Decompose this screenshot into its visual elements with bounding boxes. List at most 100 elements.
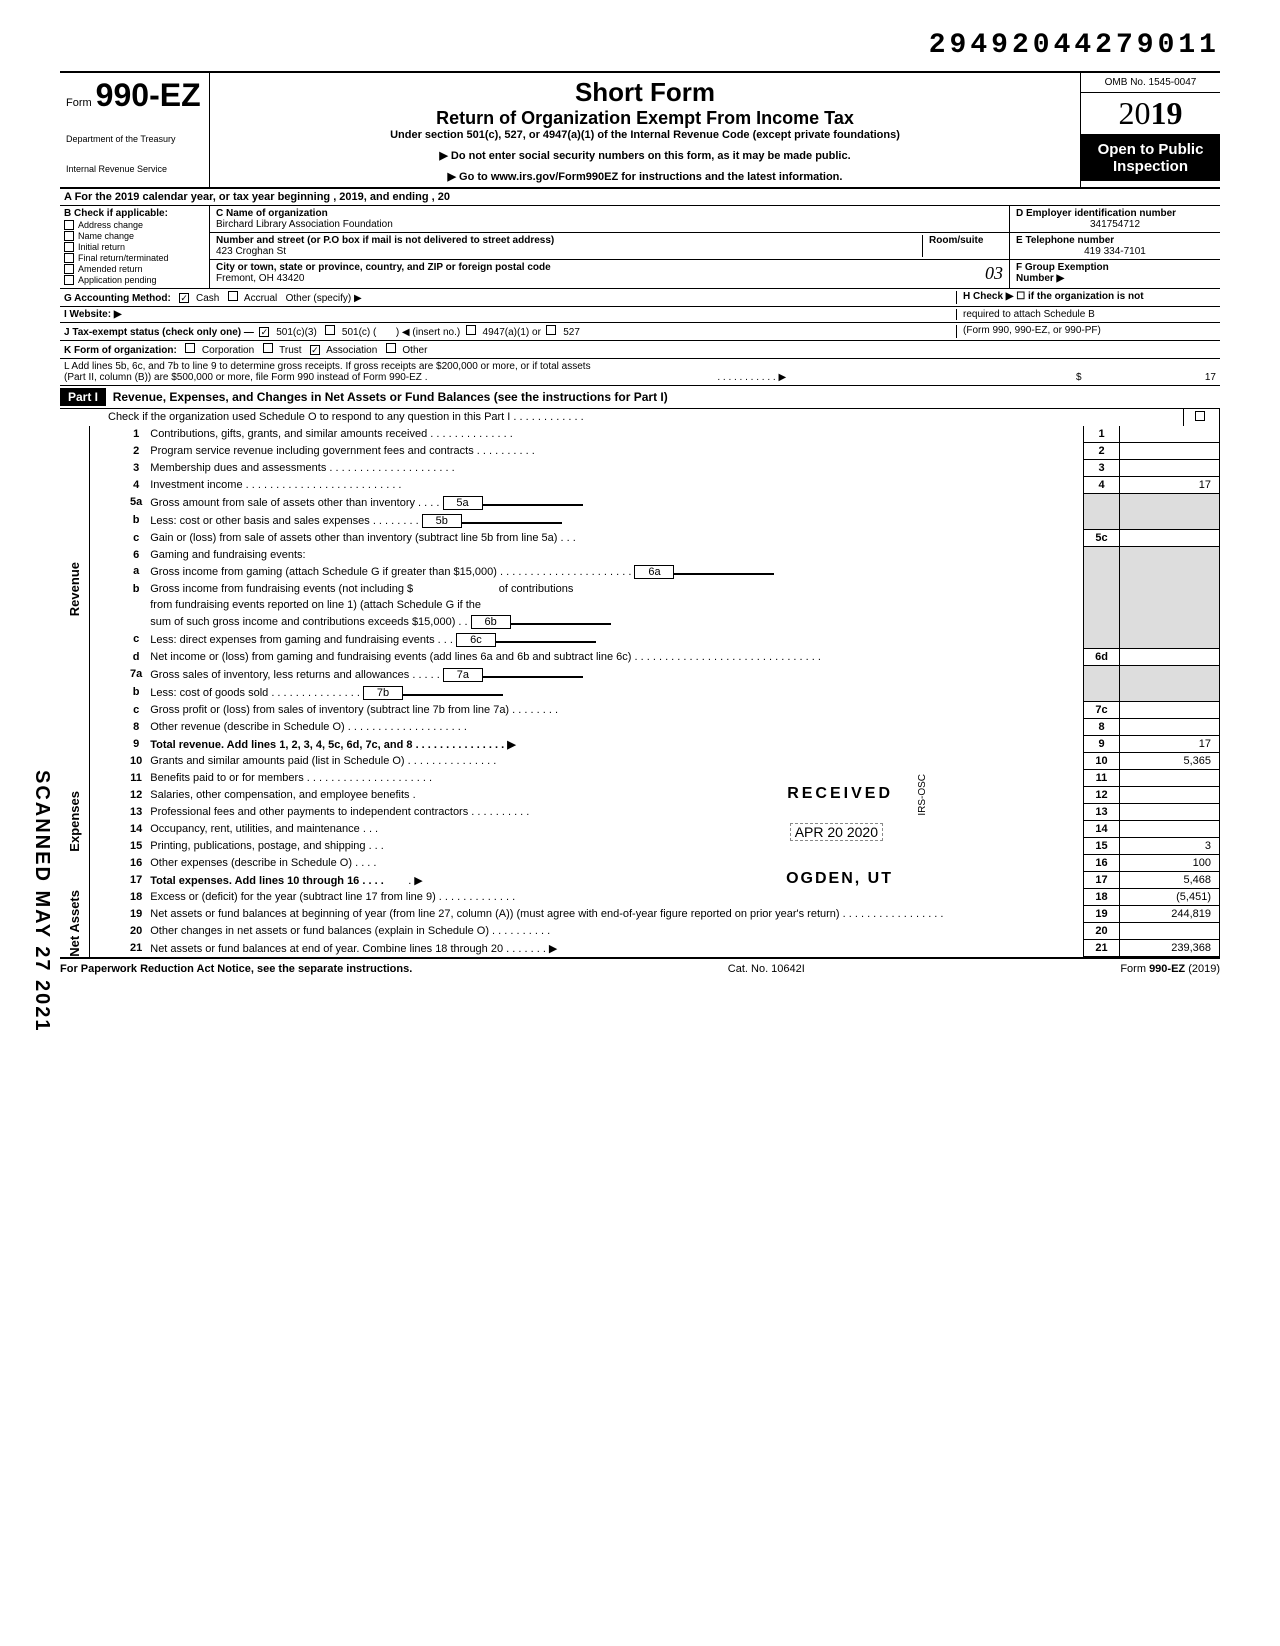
year-bold: 19: [1151, 95, 1183, 131]
top-doc-number: 29492044279011: [60, 30, 1220, 61]
line-10: 10Grants and similar amounts paid (list …: [90, 753, 1220, 770]
received-stamp: RECEIVED: [787, 785, 893, 803]
cb-527[interactable]: [546, 325, 556, 335]
part1-header-row: Part I Revenue, Expenses, and Changes in…: [60, 386, 1220, 409]
cb-initial[interactable]: Initial return: [64, 242, 205, 252]
line-2: 2Program service revenue including gover…: [90, 443, 1220, 460]
l-dollar: $: [1076, 372, 1096, 383]
omb-number: OMB No. 1545-0047: [1081, 73, 1220, 93]
form-number-big: 990-EZ: [96, 77, 201, 114]
line-7a: 7aGross sales of inventory, less returns…: [90, 666, 1220, 684]
expenses-label: Expenses: [60, 753, 90, 889]
city-value: Fremont, OH 43420: [216, 273, 985, 284]
cell-ein: D Employer identification number 3417547…: [1010, 206, 1220, 233]
expenses-table: 10Grants and similar amounts paid (list …: [90, 753, 1220, 889]
row-i: I Website: ▶ required to attach Schedule…: [60, 307, 1220, 323]
footer-center: Cat. No. 10642I: [728, 963, 805, 975]
cb-other[interactable]: [386, 343, 396, 353]
cb-4947[interactable]: [466, 325, 476, 335]
row-l: L Add lines 5b, 6c, and 7b to line 9 to …: [60, 359, 1220, 386]
cb-final[interactable]: Final return/terminated: [64, 253, 205, 263]
cb-cash[interactable]: ✓: [179, 293, 189, 303]
row-k: K Form of organization: Corporation Trus…: [60, 341, 1220, 359]
line-7b: bLess: cost of goods sold . . . . . . . …: [90, 684, 1220, 702]
cb-accrual[interactable]: [228, 291, 238, 301]
line-1: 1Contributions, gifts, grants, and simil…: [90, 426, 1220, 443]
line-18: 18Excess or (deficit) for the year (subt…: [90, 889, 1220, 906]
h-label: H Check ▶ ☐ if the organization is not: [963, 291, 1216, 302]
row-g: G Accounting Method: ✓ Cash Accrual Othe…: [60, 289, 1220, 307]
main-info-grid: B Check if applicable: Address change Na…: [60, 206, 1220, 289]
addr-value: 423 Croghan St: [216, 246, 916, 257]
part1-label: Part I: [60, 388, 106, 406]
footer-left: For Paperwork Reduction Act Notice, see …: [60, 963, 412, 975]
room-label: Room/suite: [929, 235, 1003, 246]
f-label: F Group Exemption: [1016, 262, 1214, 273]
e-label: E Telephone number: [1016, 235, 1214, 246]
form-header: Form 990-EZ Department of the Treasury I…: [60, 71, 1220, 189]
k-label: K Form of organization:: [64, 345, 177, 356]
cell-phone: E Telephone number 419 334-7101: [1010, 233, 1220, 260]
revenue-section: Revenue 1Contributions, gifts, grants, a…: [60, 426, 1220, 753]
cell-address: Number and street (or P.O box if mail is…: [210, 233, 1009, 260]
line-5c: cGain or (loss) from sale of assets othe…: [90, 530, 1220, 547]
ogden-stamp: OGDEN, UT: [786, 870, 893, 888]
l-dots: . . . . . . . . . . . ▶: [427, 372, 1076, 383]
revenue-table: 1Contributions, gifts, grants, and simil…: [90, 426, 1220, 753]
cb-501c3[interactable]: ✓: [259, 327, 269, 337]
d-value: 341754712: [1016, 219, 1214, 230]
dept-irs: Internal Revenue Service: [66, 164, 203, 174]
line-8: 8Other revenue (describe in Schedule O) …: [90, 719, 1220, 736]
line-15: 15Printing, publications, postage, and s…: [90, 838, 1220, 855]
cb-assoc[interactable]: ✓: [310, 345, 320, 355]
f-label2: Number ▶: [1016, 273, 1214, 284]
cb-schedO[interactable]: [1195, 411, 1205, 421]
city-hand: 03: [985, 263, 1003, 284]
cb-amended[interactable]: Amended return: [64, 264, 205, 274]
cb-trust[interactable]: [263, 343, 273, 353]
cell-city: City or town, state or province, country…: [210, 260, 1009, 286]
l-value: 17: [1096, 372, 1216, 383]
line-5a: 5aGross amount from sale of assets other…: [90, 494, 1220, 512]
cb-name[interactable]: Name change: [64, 231, 205, 241]
footer: For Paperwork Reduction Act Notice, see …: [60, 959, 1220, 975]
line-11: 11Benefits paid to or for members . . . …: [90, 770, 1220, 787]
line-13: 13Professional fees and other payments t…: [90, 804, 1220, 821]
cb-address[interactable]: Address change: [64, 220, 205, 230]
netassets-label: Net Assets: [60, 889, 90, 957]
inspection-text: Inspection: [1083, 158, 1218, 175]
part1-check-row: Check if the organization used Schedule …: [60, 409, 1220, 426]
line-3: 3Membership dues and assessments . . . .…: [90, 460, 1220, 477]
c-label: C Name of organization: [216, 208, 1003, 219]
cb-pending[interactable]: Application pending: [64, 275, 205, 285]
form-title-2: Return of Organization Exempt From Incom…: [220, 108, 1070, 129]
line-6d: dNet income or (loss) from gaming and fu…: [90, 649, 1220, 666]
form-year: 2019: [1081, 93, 1220, 135]
line-4: 4Investment income . . . . . . . . . . .…: [90, 477, 1220, 494]
line-16: 16Other expenses (describe in Schedule O…: [90, 855, 1220, 872]
line-6c: cLess: direct expenses from gaming and f…: [90, 631, 1220, 649]
line-9: 9Total revenue. Add lines 1, 2, 3, 4, 5c…: [90, 736, 1220, 753]
cb-corp[interactable]: [185, 343, 195, 353]
h-label2: required to attach Schedule B: [963, 309, 1216, 320]
open-text: Open to Public: [1083, 141, 1218, 158]
cell-group: F Group Exemption Number ▶: [1010, 260, 1220, 286]
line-6b-1: bGross income from fundraising events (n…: [90, 581, 1220, 597]
line-6b-3: sum of such gross income and contributio…: [90, 613, 1220, 631]
year-prefix: 20: [1119, 95, 1151, 131]
row-a: A For the 2019 calendar year, or tax yea…: [60, 189, 1220, 206]
line-6: 6Gaming and fundraising events:: [90, 547, 1220, 563]
form-header-left: Form 990-EZ Department of the Treasury I…: [60, 73, 210, 187]
line-14: 14Occupancy, rent, utilities, and mainte…: [90, 821, 1220, 838]
open-public: Open to Public Inspection: [1081, 135, 1220, 181]
city-label: City or town, state or province, country…: [216, 262, 985, 273]
line-6a: aGross income from gaming (attach Schedu…: [90, 563, 1220, 581]
line-20: 20Other changes in net assets or fund ba…: [90, 923, 1220, 940]
expenses-section: Expenses 10Grants and similar amounts pa…: [60, 753, 1220, 889]
cb-501c[interactable]: [325, 325, 335, 335]
netassets-section: Net Assets 18Excess or (deficit) for the…: [60, 889, 1220, 959]
irs-osc-stamp: IRS-OSC: [917, 774, 928, 816]
l-line2: (Part II, column (B)) are $500,000 or mo…: [64, 372, 427, 383]
line-12: 12Salaries, other compensation, and empl…: [90, 787, 1220, 804]
form-number: Form 990-EZ: [66, 77, 203, 114]
